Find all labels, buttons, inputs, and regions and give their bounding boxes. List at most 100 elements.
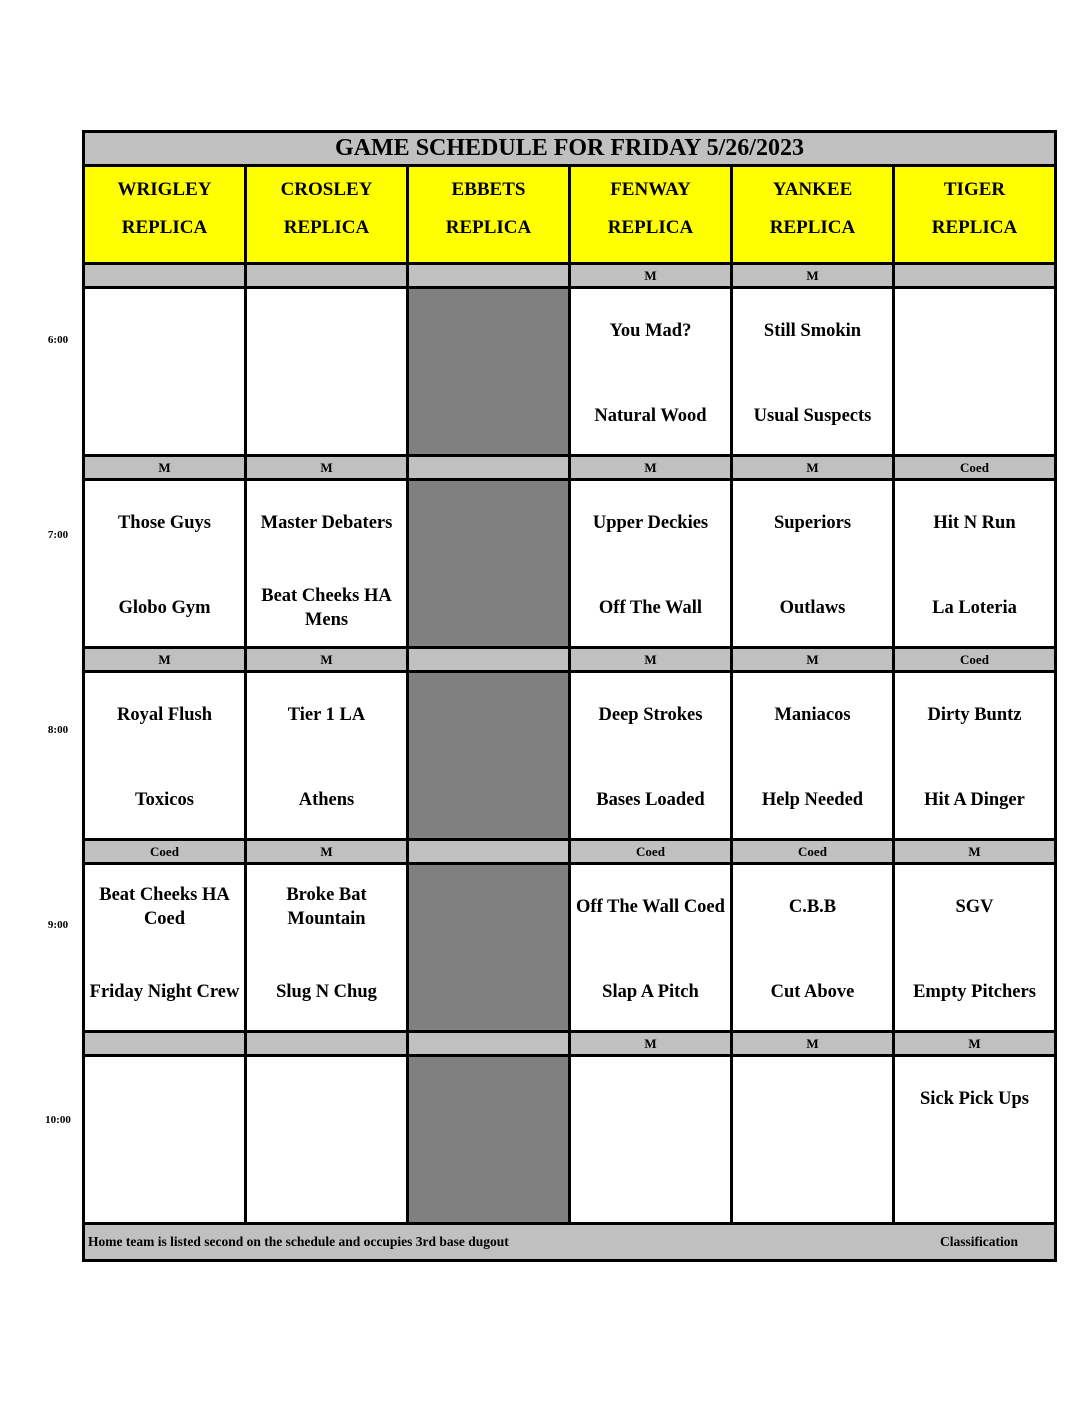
footer-band: Home team is listed second on the schedu… [85, 1225, 1054, 1259]
classification-cell [247, 265, 409, 289]
classification-cell [85, 265, 247, 289]
game-cell: Sick Pick Ups [895, 1057, 1054, 1225]
home-team: Beat Cheeks HA Mens [261, 586, 392, 630]
time-label: 8:00 [47, 724, 69, 736]
field-header-crosley: CROSLEY REPLICA [247, 167, 409, 265]
home-team [413, 968, 564, 1016]
home-team [899, 392, 1050, 440]
away-team: Beat Cheeks HA Coed [99, 885, 230, 929]
away-team [251, 307, 402, 355]
time-label: 10:00 [45, 1114, 71, 1126]
away-team [737, 1075, 888, 1123]
field-header-sub: REPLICA [931, 217, 1018, 238]
home-team: Friday Night Crew [89, 982, 240, 1002]
classification-cell [409, 457, 571, 481]
classification-cell: M [733, 265, 895, 289]
field-header-ebbets: EBBETS REPLICA [409, 167, 571, 265]
game-cell: Dirty Buntz Hit A Dinger [895, 673, 1054, 841]
game-cell: SGV Empty Pitchers [895, 865, 1054, 1033]
away-team [413, 499, 564, 547]
field-header-sub: REPLICA [769, 217, 856, 238]
classification-cell: Coed [85, 841, 247, 865]
classification-cell [85, 1033, 247, 1057]
classification-cell [409, 841, 571, 865]
classification-cell: M [571, 649, 733, 673]
closed-field-cell [409, 481, 571, 649]
game-cell: Superiors Outlaws [733, 481, 895, 649]
away-team [899, 307, 1050, 355]
classification-cell: M [85, 649, 247, 673]
time-slot-row: Beat Cheeks HA Coed Friday Night Crew Brok… [85, 865, 1054, 1033]
classification-cell: M [895, 1033, 1054, 1057]
home-team: Usual Suspects [753, 406, 872, 426]
classification-cell [409, 649, 571, 673]
game-cell [895, 289, 1054, 457]
home-team: Hit A Dinger [924, 790, 1025, 810]
field-header-sub: REPLICA [121, 217, 208, 238]
game-cell [85, 289, 247, 457]
schedule-title: GAME SCHEDULE FOR FRIDAY 5/26/2023 [85, 133, 1054, 167]
classification-cell [895, 265, 1054, 289]
closed-field-cell [409, 673, 571, 841]
classification-cell: M [571, 1033, 733, 1057]
schedule-table: GAME SCHEDULE FOR FRIDAY 5/26/2023 WRIGL… [82, 130, 1057, 1262]
home-team: Bases Loaded [596, 790, 705, 810]
away-team: Off The Wall Coed [576, 897, 725, 917]
away-team: Those Guys [117, 513, 212, 533]
home-team [89, 1160, 240, 1208]
time-label: 6:00 [47, 334, 69, 346]
field-header-name: YANKEE [772, 179, 853, 200]
field-header-sub: REPLICA [283, 217, 370, 238]
home-team [413, 1160, 564, 1208]
time-slot-row: Those Guys Globo Gym Master Debaters Beat C… [85, 481, 1054, 649]
away-team: Upper Deckies [592, 513, 709, 533]
field-header-row: WRIGLEY REPLICA CROSLEY REPLICA EBBETS REPLIC… [85, 167, 1054, 265]
home-team: Toxicos [135, 790, 194, 810]
field-header-name: WRIGLEY [117, 179, 212, 200]
away-team [89, 1075, 240, 1123]
classification-cell [409, 265, 571, 289]
away-team: Deep Strokes [598, 705, 703, 725]
away-team: Maniacos [774, 705, 851, 725]
game-cell: Master Debaters Beat Cheeks HA Mens [247, 481, 409, 649]
away-team: Tier 1 LA [287, 705, 366, 725]
closed-field-cell [409, 289, 571, 457]
field-header-name: EBBETS [451, 179, 526, 200]
game-cell [733, 1057, 895, 1225]
home-team: Empty Pitchers [913, 982, 1036, 1002]
away-team [251, 1075, 402, 1123]
closed-field-cell [409, 1057, 571, 1225]
time-slot-row: Royal Flush Toxicos Tier 1 LA Athens Deep St… [85, 673, 1054, 841]
classification-cell: Coed [571, 841, 733, 865]
game-cell: Those Guys Globo Gym [85, 481, 247, 649]
game-cell: You Mad? Natural Wood [571, 289, 733, 457]
classification-cell: M [895, 841, 1054, 865]
away-team: Hit N Run [933, 513, 1016, 533]
game-cell [247, 289, 409, 457]
home-team: Outlaws [779, 598, 846, 618]
game-cell: Broke Bat Mountain Slug N Chug [247, 865, 409, 1033]
home-team [413, 776, 564, 824]
away-team: Superiors [773, 513, 852, 533]
field-header-name: CROSLEY [280, 179, 373, 200]
home-team: Help Needed [761, 790, 864, 810]
home-team: Globo Gym [118, 598, 211, 618]
away-team [89, 307, 240, 355]
away-team: Still Smokin [763, 321, 862, 341]
away-team [413, 883, 564, 931]
home-team [89, 392, 240, 440]
home-team [251, 392, 402, 440]
home-team: Slap A Pitch [602, 982, 699, 1002]
footer-legend: Classification [939, 1234, 1018, 1249]
game-cell: Deep Strokes Bases Loaded [571, 673, 733, 841]
away-team: Broke Bat Mountain [286, 885, 367, 929]
classification-row: M M M M Coed [85, 457, 1054, 481]
game-cell: Still Smokin Usual Suspects [733, 289, 895, 457]
away-team [413, 691, 564, 739]
classification-cell: Coed [733, 841, 895, 865]
away-team: Master Debaters [260, 513, 393, 533]
home-team [575, 1160, 726, 1208]
away-team: SGV [955, 897, 994, 917]
closed-field-cell [409, 865, 571, 1033]
field-header-yankee: YANKEE REPLICA [733, 167, 895, 265]
